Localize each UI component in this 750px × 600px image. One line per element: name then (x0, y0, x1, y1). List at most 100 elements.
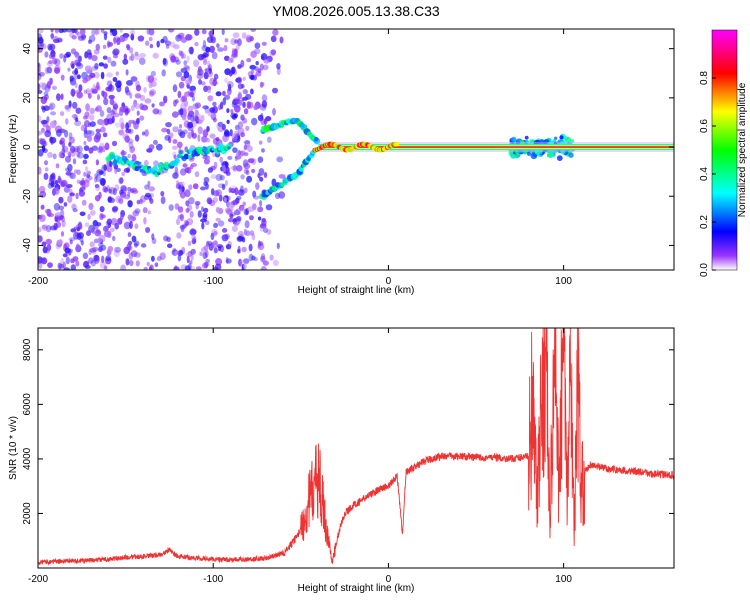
noise-dot (46, 61, 53, 67)
noise-dot (217, 121, 224, 128)
noise-dot (98, 191, 102, 199)
noise-dot (231, 66, 236, 74)
noise-dot (108, 188, 112, 194)
noise-dot (135, 84, 142, 92)
noise-dot (188, 46, 194, 55)
noise-dot (202, 129, 209, 138)
noise-dot (63, 267, 70, 270)
burst-dot (556, 155, 563, 162)
noise-dot (237, 189, 245, 196)
noise-dot (112, 187, 117, 196)
noise-dot (257, 206, 264, 213)
noise-dot (48, 53, 56, 60)
noise-dot (194, 29, 200, 36)
noise-dot (103, 265, 108, 270)
noise-dot (73, 74, 79, 80)
noise-dot (259, 176, 264, 182)
noise-dot (250, 50, 257, 58)
burst-dot (511, 136, 517, 142)
noise-dot (52, 153, 57, 160)
noise-dot (189, 210, 194, 218)
noise-dot (116, 167, 122, 173)
noise-dot (66, 184, 73, 188)
noise-dot (101, 255, 105, 264)
noise-dot (221, 29, 225, 35)
noise-dot (261, 41, 267, 46)
noise-dot (44, 94, 49, 100)
noise-dot (91, 55, 98, 62)
noise-dot (237, 121, 244, 129)
zero-line-core (318, 146, 674, 148)
noise-dot (134, 223, 139, 230)
noise-dot (63, 202, 68, 207)
noise-dot (179, 131, 186, 139)
noise-dot (251, 117, 258, 126)
noise-dot (72, 208, 78, 213)
noise-dot (215, 217, 221, 222)
noise-dot (236, 195, 242, 200)
noise-dot (138, 57, 146, 65)
noise-dot (53, 222, 58, 231)
noise-dot (176, 180, 179, 185)
noise-dot (199, 251, 203, 256)
noise-dot (95, 29, 100, 35)
snr-x-label: Height of straight line (km) (298, 583, 415, 594)
noise-dot (49, 120, 57, 129)
noise-dot (134, 252, 141, 258)
noise-dot (110, 109, 115, 116)
noise-dot (56, 239, 63, 245)
noise-dot (222, 97, 227, 106)
noise-dot (162, 57, 167, 65)
noise-dot (179, 213, 184, 222)
noise-dot (120, 214, 124, 221)
noise-dot (127, 200, 133, 208)
noise-dot (44, 67, 49, 75)
noise-dot (38, 130, 42, 136)
noise-dot (113, 249, 120, 258)
noise-dot (99, 177, 106, 186)
left-trace-dot (110, 153, 116, 160)
noise-dot (253, 104, 259, 111)
noise-dot (90, 87, 95, 94)
x-tick-label: 0 (386, 276, 392, 287)
noise-dot (96, 169, 103, 176)
noise-dot (52, 85, 57, 90)
x-tick-label: 100 (555, 574, 572, 585)
noise-dot (69, 239, 73, 245)
noise-dot (208, 95, 213, 102)
noise-dot (240, 174, 245, 180)
noise-dot (201, 29, 207, 35)
left-trace-dot (121, 155, 128, 162)
noise-dot (93, 255, 100, 264)
noise-dot (203, 245, 209, 251)
y-tick-label: 40 (22, 43, 33, 55)
noise-dot (115, 80, 122, 88)
noise-dot (74, 53, 79, 58)
noise-dot (175, 71, 183, 78)
noise-dot (131, 189, 139, 194)
noise-dot (272, 87, 278, 94)
noise-dot (119, 106, 126, 113)
noise-dot (99, 261, 107, 269)
spectrogram-plot-area (38, 29, 674, 270)
noise-dot (84, 265, 91, 269)
noise-dot (204, 68, 209, 73)
noise-dot (226, 200, 230, 208)
noise-dot (85, 88, 91, 95)
noise-dot (110, 29, 114, 33)
noise-dot (124, 135, 130, 143)
noise-dot (238, 230, 244, 238)
noise-dot (156, 143, 163, 151)
noise-dot (230, 38, 237, 46)
noise-dot (270, 35, 277, 43)
noise-dot (43, 91, 49, 97)
noise-dot (175, 59, 181, 65)
noise-dot (178, 124, 183, 129)
noise-dot (245, 93, 252, 100)
noise-dot (133, 122, 139, 130)
noise-dot (176, 232, 182, 239)
y-tick-label: 6000 (22, 393, 33, 416)
noise-dot (166, 128, 171, 134)
noise-dot (224, 129, 230, 137)
noise-dot (201, 222, 205, 230)
